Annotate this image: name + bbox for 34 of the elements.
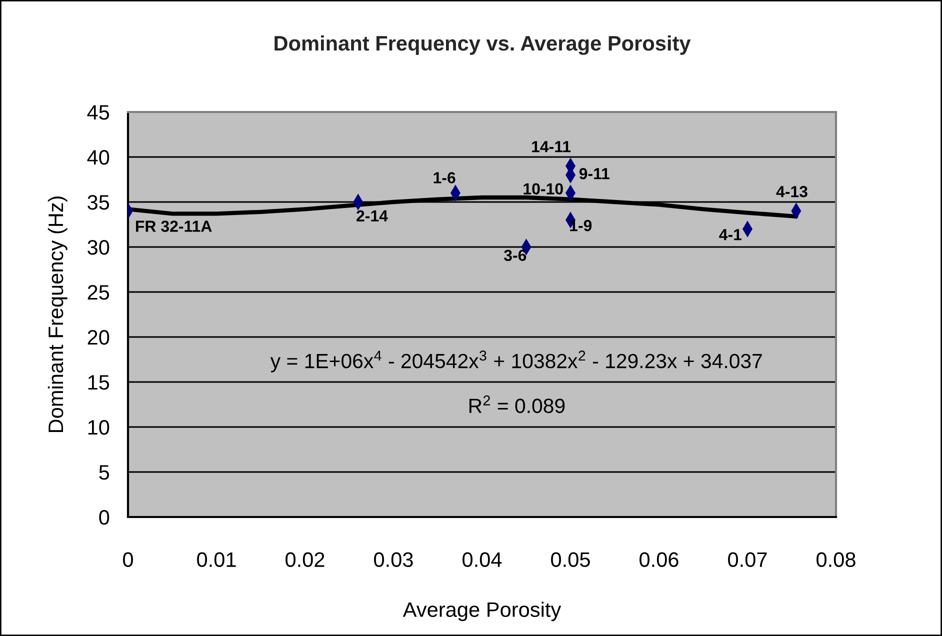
x-tick-label: 0.05 <box>551 552 590 568</box>
annotation: R$^{2}$ = 0.089 <box>469 395 565 414</box>
y-tick-label: 25 <box>88 285 110 300</box>
annotation: FR 32-11A <box>136 220 212 232</box>
x-tick-label: 0.07 <box>728 552 767 568</box>
annotation: 14-11 <box>532 141 571 152</box>
x-axis-title: Average Porosity <box>402 602 562 622</box>
annotation: 1-6 <box>434 172 456 184</box>
annotation: 9-11 <box>579 168 610 180</box>
y-tick-label: 30 <box>88 240 110 255</box>
y-tick-label: 45 <box>87 105 110 120</box>
annotation: 4-13 <box>776 186 808 198</box>
y-tick-label: 5 <box>99 465 110 480</box>
y-tick-label: 40 <box>87 150 110 165</box>
y-tick-label: 15 <box>88 375 110 390</box>
annotation: y = 1E+06x$^{4}$ - 204542x$^{3}$ + 10382x$^{2}$ - 129.23x + 34.037 <box>270 350 762 372</box>
annotation: 2-14 <box>356 210 388 222</box>
annotation: 10-10 <box>524 183 563 195</box>
y-tick-label: 0 <box>99 510 110 525</box>
annotation: 1-9 <box>570 220 592 232</box>
annotation: 4-1 <box>719 229 742 240</box>
y-tick-label: 35 <box>88 195 110 210</box>
y-tick-label: 10 <box>88 420 110 435</box>
x-tick-label: 0.04 <box>462 552 502 568</box>
y-tick-label: 20 <box>88 330 110 345</box>
x-tick-label: 0.06 <box>640 552 678 568</box>
annotation: 3-6 <box>504 250 526 262</box>
chart-title: Dominant Frequency vs. Average Porosity <box>274 35 691 55</box>
x-tick-label: 0.01 <box>197 552 236 568</box>
x-tick-label: 0.03 <box>374 552 413 568</box>
x-tick-label: 0.02 <box>286 552 324 568</box>
x-tick-label: 0 <box>123 552 133 568</box>
y-axis-title: Dominant Frequency (Hz) <box>48 196 68 432</box>
x-tick-label: 0.08 <box>816 552 856 568</box>
